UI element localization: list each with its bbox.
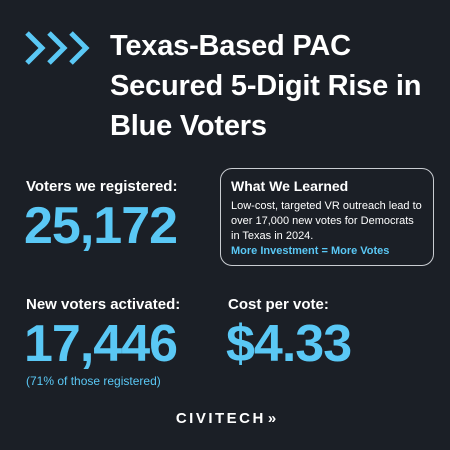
card-tagline: More Investment = More Votes	[231, 245, 390, 257]
activated-label: New voters activated:	[26, 296, 181, 313]
logo-text: CIVITECH	[175, 410, 266, 427]
cost-value: $4.33	[226, 315, 352, 373]
registered-value: 25,172	[24, 197, 178, 255]
registered-label: Voters we registered:	[26, 178, 178, 195]
page-title: Texas-Based PAC Secured 5-Digit Rise in …	[110, 30, 422, 142]
card-body: Low-cost, targeted VR outreach lead to o…	[231, 200, 422, 242]
card-title: What We Learned	[231, 178, 349, 194]
activated-value: 17,446	[24, 315, 178, 373]
civitech-logo: CIVITECH»	[0, 410, 450, 427]
activated-note: (71% of those registered)	[26, 374, 161, 388]
what-we-learned-card: What We Learned Low-cost, targeted VR ou…	[220, 168, 434, 266]
cost-label: Cost per vote:	[228, 296, 329, 313]
triple-chevron-right-icon	[25, 31, 90, 65]
logo-chevron-icon: »	[267, 410, 276, 427]
